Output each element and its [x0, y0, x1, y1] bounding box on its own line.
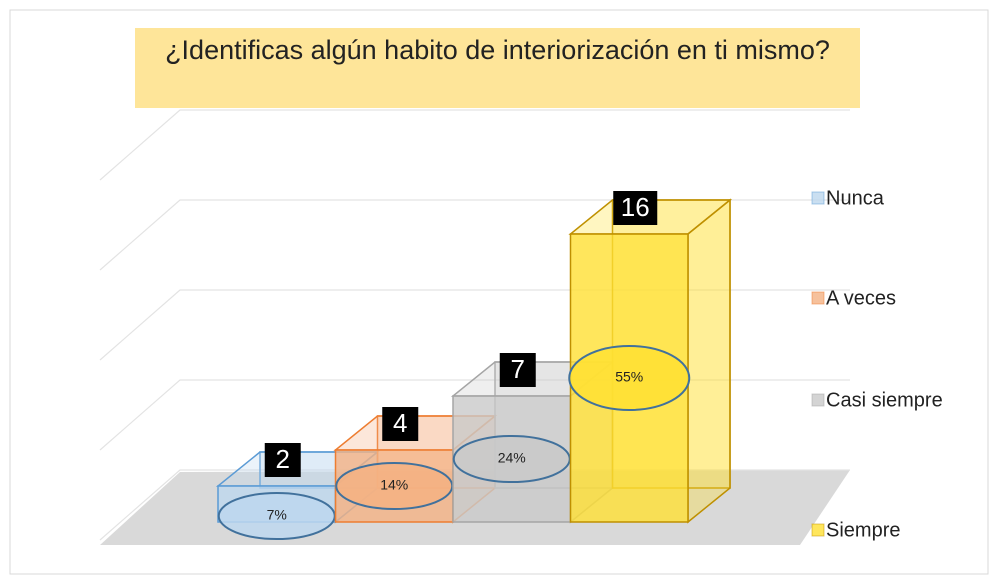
legend-label: Nunca	[826, 187, 885, 209]
legend-swatch	[811, 523, 825, 537]
legend-swatch	[811, 291, 825, 305]
value-label-box	[382, 407, 419, 441]
legend-swatch	[811, 393, 825, 407]
legend-label: Siempre	[826, 519, 900, 541]
legend-swatch	[811, 191, 825, 205]
value-label-box	[499, 353, 536, 387]
legend-label: Casi siempre	[826, 389, 943, 411]
value-label: 16	[621, 192, 650, 222]
value-label: 2	[276, 444, 290, 474]
percent-label: 55%	[615, 369, 643, 385]
chart-title: ¿Identificas algún habito de interioriza…	[135, 28, 860, 108]
bar-side	[687, 198, 731, 524]
legend-label: A veces	[826, 287, 896, 309]
value-label: 7	[511, 354, 525, 384]
value-label: 4	[393, 408, 407, 438]
percent-label: 24%	[498, 450, 526, 466]
percent-label: 14%	[380, 477, 408, 493]
percent-bubble	[568, 345, 691, 411]
value-label-box	[264, 443, 301, 477]
value-label-box	[613, 191, 658, 225]
grid-line	[99, 109, 850, 181]
percent-label: 7%	[267, 507, 287, 523]
